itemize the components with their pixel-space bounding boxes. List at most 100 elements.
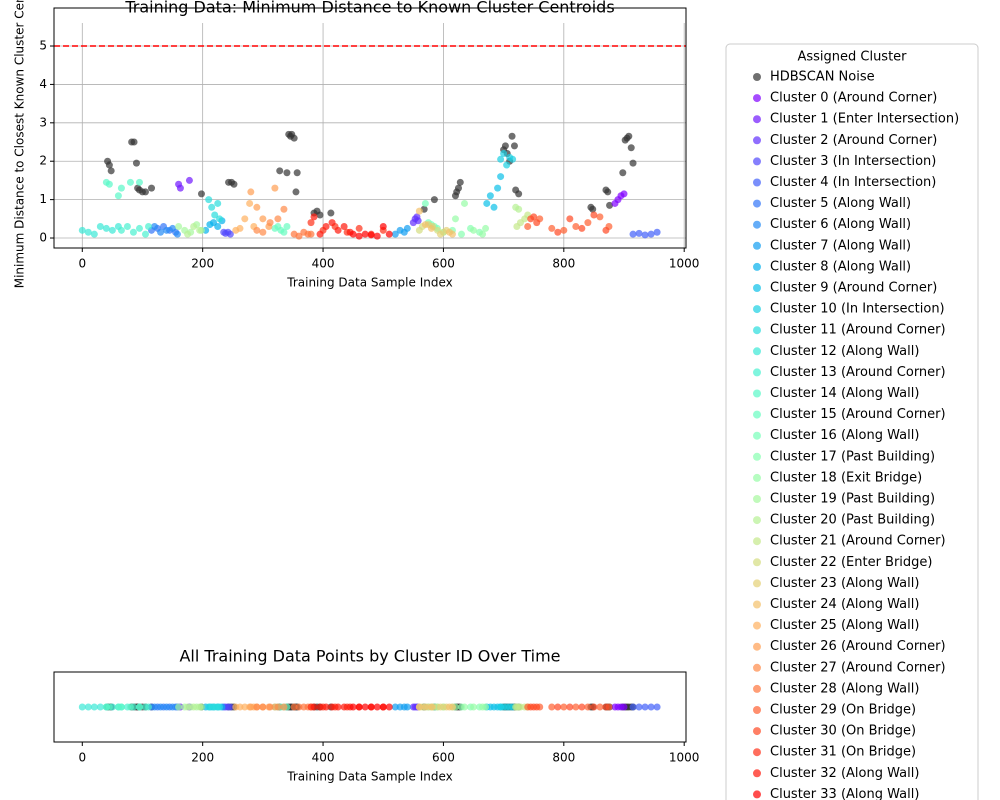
data-point [606, 201, 614, 209]
legend-marker [753, 706, 761, 714]
strip-point [310, 703, 318, 711]
strip-point [361, 703, 369, 711]
data-point [280, 205, 288, 213]
y-axis-label: Minimum Distance to Closest Known Cluste… [13, 0, 27, 288]
strip-point [253, 703, 261, 711]
data-point [510, 142, 518, 150]
data-point [403, 224, 411, 232]
x-tick-label: 600 [432, 257, 455, 271]
data-point [123, 222, 131, 230]
data-point [457, 230, 465, 238]
data-point [596, 213, 604, 221]
strip-point [578, 703, 586, 711]
data-point [509, 155, 517, 163]
data-point [486, 192, 494, 200]
strip-point [274, 703, 282, 711]
legend-marker [753, 748, 761, 757]
strip-point [216, 703, 224, 711]
legend-label: HDBSCAN Noise [770, 70, 875, 85]
data-point [629, 159, 637, 167]
data-point [214, 199, 222, 207]
legend-label: Cluster 20 (Past Building) [770, 513, 935, 528]
x-axis-label: Training Data Sample Index [286, 276, 452, 290]
legend-marker [753, 326, 761, 335]
data-point [448, 230, 456, 238]
strip-point [566, 703, 574, 711]
data-point [276, 167, 284, 175]
strip-point [391, 703, 399, 711]
strip-point [385, 703, 393, 711]
legend-label: Cluster 30 (On Bridge) [770, 724, 916, 739]
legend-marker [753, 136, 761, 145]
legend-marker [753, 473, 761, 482]
data-point [96, 222, 104, 230]
data-point [566, 215, 574, 223]
data-point [385, 230, 393, 238]
data-point [590, 211, 598, 219]
data-point [316, 230, 324, 238]
data-point [578, 224, 586, 232]
data-point [415, 207, 423, 215]
data-point [515, 190, 523, 198]
legend-label: Cluster 0 (Around Corner) [770, 91, 937, 106]
legend-label: Cluster 6 (Along Wall) [770, 217, 911, 232]
data-point [259, 228, 267, 236]
strip-point [554, 703, 562, 711]
strip-point [635, 703, 643, 711]
data-point [241, 215, 249, 223]
legend-marker [753, 452, 761, 461]
data-point [524, 222, 532, 230]
data-point [271, 184, 279, 192]
legend-label: Cluster 11 (Around Corner) [770, 323, 946, 338]
strip-point [533, 703, 541, 711]
data-point [334, 226, 342, 234]
strip-point [84, 703, 92, 711]
data-point [635, 229, 643, 237]
legend-marker [753, 284, 761, 292]
data-point [479, 230, 487, 238]
strip-point [117, 703, 125, 711]
data-point [427, 224, 435, 232]
data-point [90, 230, 98, 238]
data-point [647, 230, 655, 238]
data-point [157, 228, 165, 236]
data-point [602, 226, 610, 234]
strip-point [647, 703, 655, 711]
strip-point [340, 703, 348, 711]
legend-marker [753, 410, 761, 419]
strip-point [78, 703, 86, 711]
strip-point [596, 703, 604, 711]
data-point [208, 203, 216, 211]
x-tick-label: 600 [432, 751, 455, 765]
data-point [310, 213, 318, 221]
data-point [176, 184, 184, 192]
y-tick-label: 3 [39, 115, 47, 129]
data-point [247, 188, 255, 196]
data-point [135, 224, 143, 232]
data-point [619, 169, 627, 177]
data-point [340, 222, 348, 230]
data-point [184, 230, 192, 238]
data-point [548, 224, 556, 232]
data-point [283, 222, 291, 230]
strip-point [620, 703, 628, 711]
legend-label: Cluster 23 (Along Wall) [770, 576, 919, 591]
y-tick-label: 5 [39, 39, 47, 53]
data-point [236, 224, 244, 232]
data-point [629, 230, 637, 238]
y-tick-label: 4 [39, 77, 47, 91]
strip-point [241, 703, 249, 711]
legend-marker [753, 579, 761, 588]
data-point [641, 231, 649, 239]
legend-marker [753, 621, 761, 630]
x-tick-label: 400 [312, 257, 335, 271]
strip-point [560, 703, 568, 711]
data-point [175, 222, 183, 230]
strip-point [144, 703, 152, 711]
legend-marker [753, 495, 761, 503]
data-point [105, 180, 113, 188]
legend-label: Cluster 4 (In Intersection) [770, 175, 936, 190]
legend-marker [753, 220, 761, 229]
data-point [105, 161, 113, 169]
legend-marker [753, 642, 761, 651]
